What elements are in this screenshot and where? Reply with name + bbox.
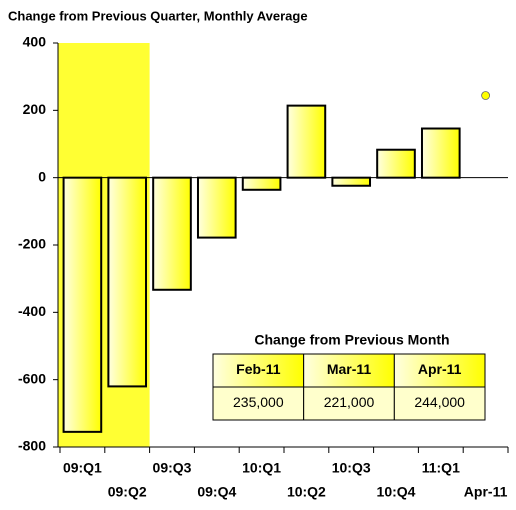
bar — [420, 127, 461, 179]
y-tick-label: 200 — [23, 101, 47, 117]
table-header: Feb-11 — [236, 361, 281, 377]
y-tick-label: -800 — [18, 438, 46, 454]
x-tick-label: 10:Q1 — [242, 460, 281, 476]
bar — [241, 176, 282, 191]
table-header-cell — [393, 353, 486, 388]
y-tick-label: 0 — [38, 168, 46, 184]
bar — [376, 148, 416, 179]
table-value: 244,000 — [414, 394, 465, 410]
x-tick-label: 10:Q4 — [377, 484, 416, 500]
table-header: Mar-11 — [327, 361, 372, 377]
x-tick-label: 10:Q3 — [332, 460, 371, 476]
x-tick-label: 11:Q1 — [422, 460, 460, 476]
x-tick-label: 10:Q2 — [287, 484, 326, 500]
table-header-cell — [303, 353, 395, 388]
bar — [286, 104, 327, 179]
x-tick-label: 09:Q4 — [197, 484, 236, 500]
bar — [196, 176, 237, 239]
x-tick-label: 09:Q2 — [108, 484, 147, 500]
chart-title: Change from Previous Quarter, Monthly Av… — [8, 8, 308, 23]
point — [481, 91, 491, 100]
table-header-cell — [212, 353, 305, 388]
table-title: Change from Previous Month — [254, 332, 449, 348]
bar — [62, 176, 103, 433]
bar — [107, 176, 148, 388]
table-cell — [212, 386, 305, 421]
x-tick-label: 09:Q1 — [63, 460, 102, 476]
bar — [152, 176, 192, 291]
table-cell — [303, 386, 395, 421]
table-value: 221,000 — [324, 394, 375, 410]
y-tick-label: -600 — [18, 370, 46, 386]
x-tick-label: 09:Q3 — [153, 460, 192, 476]
bar — [331, 176, 372, 187]
y-tick-label: -400 — [18, 303, 46, 319]
y-tick-label: -200 — [18, 236, 46, 252]
y-tick-label: 400 — [23, 34, 47, 50]
table-value: 235,000 — [233, 394, 284, 410]
table-cell — [393, 386, 486, 421]
table-header: Apr-11 — [418, 361, 462, 377]
x-tick-label: Apr-11 — [464, 484, 508, 500]
